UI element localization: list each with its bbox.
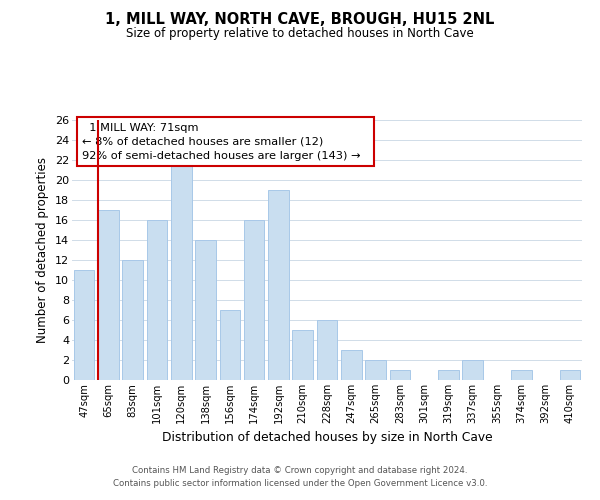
Bar	[317, 320, 337, 380]
Text: 1 MILL WAY: 71sqm
← 8% of detached houses are smaller (12)
92% of semi-detached : 1 MILL WAY: 71sqm ← 8% of detached house…	[82, 122, 368, 160]
Text: Size of property relative to detached houses in North Cave: Size of property relative to detached ho…	[126, 28, 474, 40]
Bar	[220, 310, 240, 380]
Text: Contains HM Land Registry data © Crown copyright and database right 2024.
Contai: Contains HM Land Registry data © Crown c…	[113, 466, 487, 487]
Bar	[365, 360, 386, 380]
Bar	[292, 330, 313, 380]
Bar	[511, 370, 532, 380]
Y-axis label: Number of detached properties: Number of detached properties	[37, 157, 49, 343]
Bar	[463, 360, 483, 380]
Bar	[195, 240, 216, 380]
Bar	[438, 370, 459, 380]
Bar	[389, 370, 410, 380]
Bar	[171, 150, 191, 380]
X-axis label: Distribution of detached houses by size in North Cave: Distribution of detached houses by size …	[161, 432, 493, 444]
Text: 1, MILL WAY, NORTH CAVE, BROUGH, HU15 2NL: 1, MILL WAY, NORTH CAVE, BROUGH, HU15 2N…	[106, 12, 494, 28]
Bar	[244, 220, 265, 380]
Bar	[268, 190, 289, 380]
Bar	[341, 350, 362, 380]
Bar	[98, 210, 119, 380]
Bar	[122, 260, 143, 380]
Bar	[560, 370, 580, 380]
Bar	[74, 270, 94, 380]
Bar	[146, 220, 167, 380]
